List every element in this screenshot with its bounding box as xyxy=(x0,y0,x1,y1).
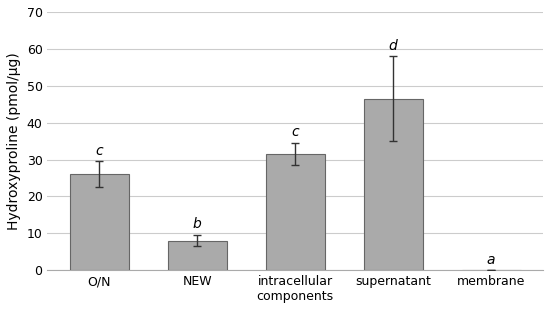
Text: d: d xyxy=(389,38,398,52)
Y-axis label: Hydroxyproline (pmol/µg): Hydroxyproline (pmol/µg) xyxy=(7,52,21,230)
Text: b: b xyxy=(193,217,202,232)
Bar xyxy=(266,154,324,270)
Text: c: c xyxy=(292,125,299,139)
Text: c: c xyxy=(96,144,103,158)
Bar xyxy=(364,99,422,270)
Bar xyxy=(70,174,129,270)
Bar xyxy=(168,241,227,270)
Text: a: a xyxy=(487,253,496,267)
